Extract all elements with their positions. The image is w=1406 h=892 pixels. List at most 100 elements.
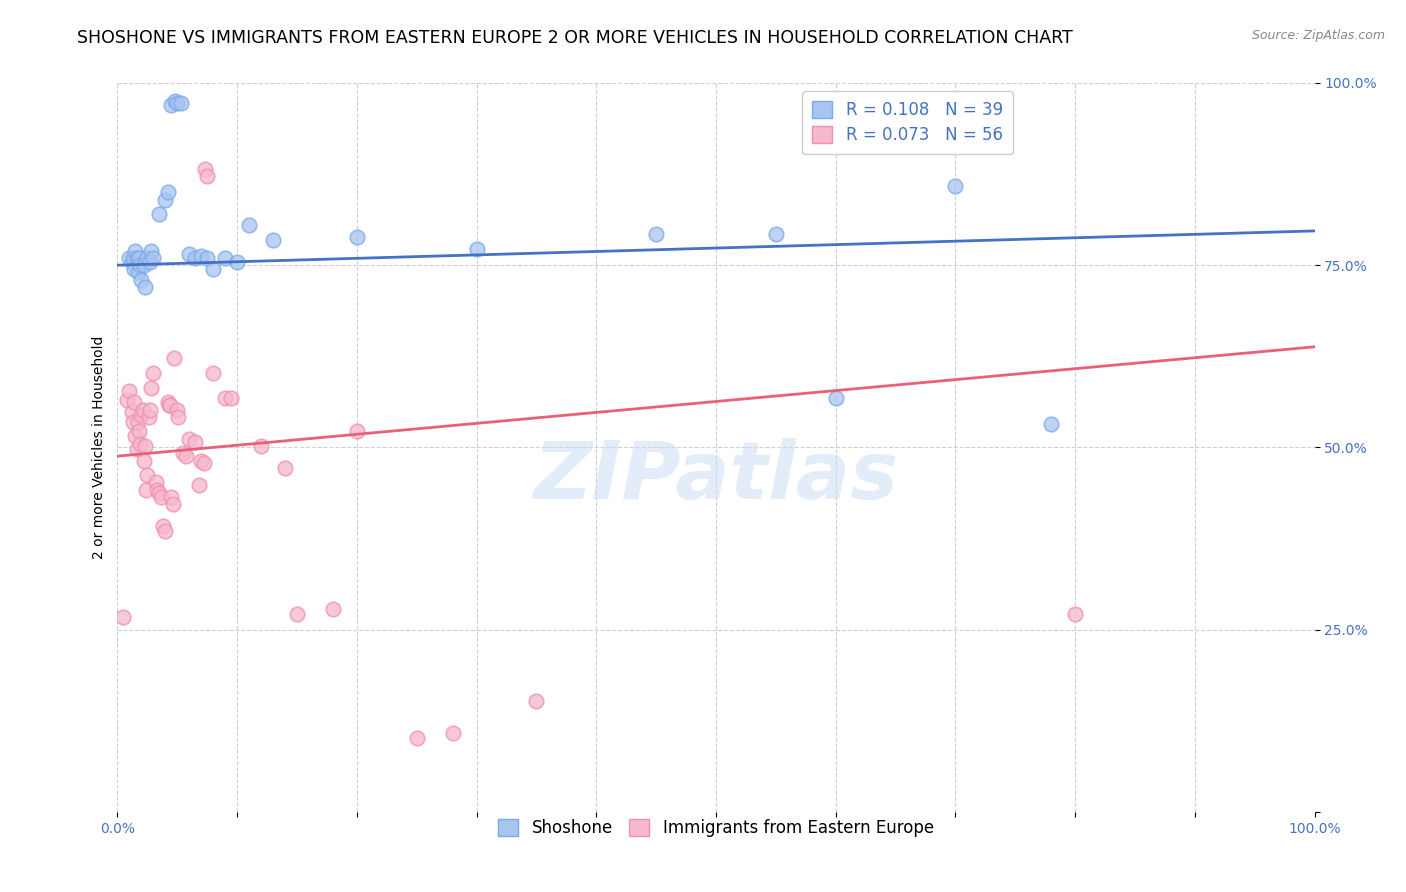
Point	[160, 490, 183, 504]
Point	[139, 244, 162, 258]
Point	[187, 478, 209, 492]
Point	[131, 402, 153, 417]
Point	[129, 258, 152, 272]
Point	[160, 97, 183, 112]
Point	[195, 251, 218, 265]
Point	[128, 251, 150, 265]
Point	[132, 453, 155, 467]
Point	[285, 607, 308, 621]
Point	[179, 247, 201, 261]
Point	[139, 381, 162, 395]
Point	[142, 366, 165, 380]
Point	[163, 351, 186, 366]
Point	[135, 483, 157, 497]
Point	[202, 261, 225, 276]
Point	[170, 96, 193, 111]
Point	[122, 395, 145, 409]
Point	[122, 251, 145, 265]
Point	[145, 475, 167, 490]
Point	[129, 436, 152, 450]
Point	[346, 425, 368, 439]
Point	[162, 497, 184, 511]
Point	[134, 280, 156, 294]
Text: Source: ZipAtlas.com: Source: ZipAtlas.com	[1251, 29, 1385, 42]
Point	[125, 251, 148, 265]
Point	[174, 449, 197, 463]
Point	[219, 391, 242, 405]
Point	[127, 415, 149, 429]
Point	[1064, 607, 1087, 621]
Point	[148, 207, 170, 221]
Point	[346, 230, 368, 244]
Point	[112, 609, 135, 624]
Point	[142, 251, 165, 265]
Point	[122, 415, 145, 429]
Point	[122, 261, 145, 276]
Point	[132, 258, 155, 272]
Point	[139, 402, 162, 417]
Point	[184, 434, 207, 449]
Point	[226, 254, 249, 268]
Point	[262, 233, 284, 247]
Point	[238, 218, 260, 232]
Point	[124, 244, 146, 258]
Point	[465, 242, 488, 256]
Point	[405, 731, 427, 745]
Point	[134, 439, 156, 453]
Point	[146, 483, 169, 497]
Point	[152, 519, 174, 533]
Point	[166, 402, 188, 417]
Point	[214, 391, 236, 405]
Point	[149, 490, 172, 504]
Point	[118, 384, 141, 398]
Point	[139, 254, 162, 268]
Point	[138, 409, 160, 424]
Y-axis label: 2 or more Vehicles in Household: 2 or more Vehicles in Household	[93, 335, 107, 559]
Point	[190, 249, 212, 263]
Point	[202, 366, 225, 380]
Point	[125, 442, 148, 456]
Point	[274, 460, 297, 475]
Point	[645, 227, 668, 241]
Point	[765, 227, 787, 241]
Point	[190, 453, 212, 467]
Point	[322, 602, 344, 616]
Point	[1040, 417, 1063, 431]
Point	[250, 439, 273, 453]
Text: SHOSHONE VS IMMIGRANTS FROM EASTERN EUROPE 2 OR MORE VEHICLES IN HOUSEHOLD CORRE: SHOSHONE VS IMMIGRANTS FROM EASTERN EURO…	[77, 29, 1073, 46]
Point	[136, 468, 159, 483]
Point	[159, 398, 181, 412]
Text: ZIPatlas: ZIPatlas	[533, 438, 898, 516]
Point	[526, 694, 548, 708]
Point	[214, 251, 236, 265]
Point	[155, 524, 177, 539]
Point	[115, 392, 138, 407]
Point	[131, 408, 153, 422]
Point	[124, 429, 146, 443]
Point	[193, 457, 215, 471]
Point	[441, 726, 464, 740]
Point	[127, 265, 149, 279]
Point	[945, 179, 967, 194]
Point	[157, 398, 180, 412]
Legend: Shoshone, Immigrants from Eastern Europe: Shoshone, Immigrants from Eastern Europe	[492, 812, 941, 844]
Point	[824, 391, 846, 405]
Point	[166, 96, 188, 111]
Point	[136, 251, 159, 265]
Point	[118, 251, 141, 265]
Point	[172, 446, 194, 460]
Point	[184, 251, 207, 265]
Point	[131, 273, 153, 287]
Point	[195, 169, 218, 184]
Point	[167, 409, 190, 424]
Point	[163, 94, 186, 108]
Point	[179, 432, 201, 446]
Point	[121, 254, 143, 268]
Point	[155, 193, 177, 207]
Point	[148, 485, 170, 500]
Point	[156, 186, 179, 200]
Point	[128, 425, 150, 439]
Point	[121, 405, 143, 419]
Point	[156, 395, 179, 409]
Point	[194, 161, 217, 176]
